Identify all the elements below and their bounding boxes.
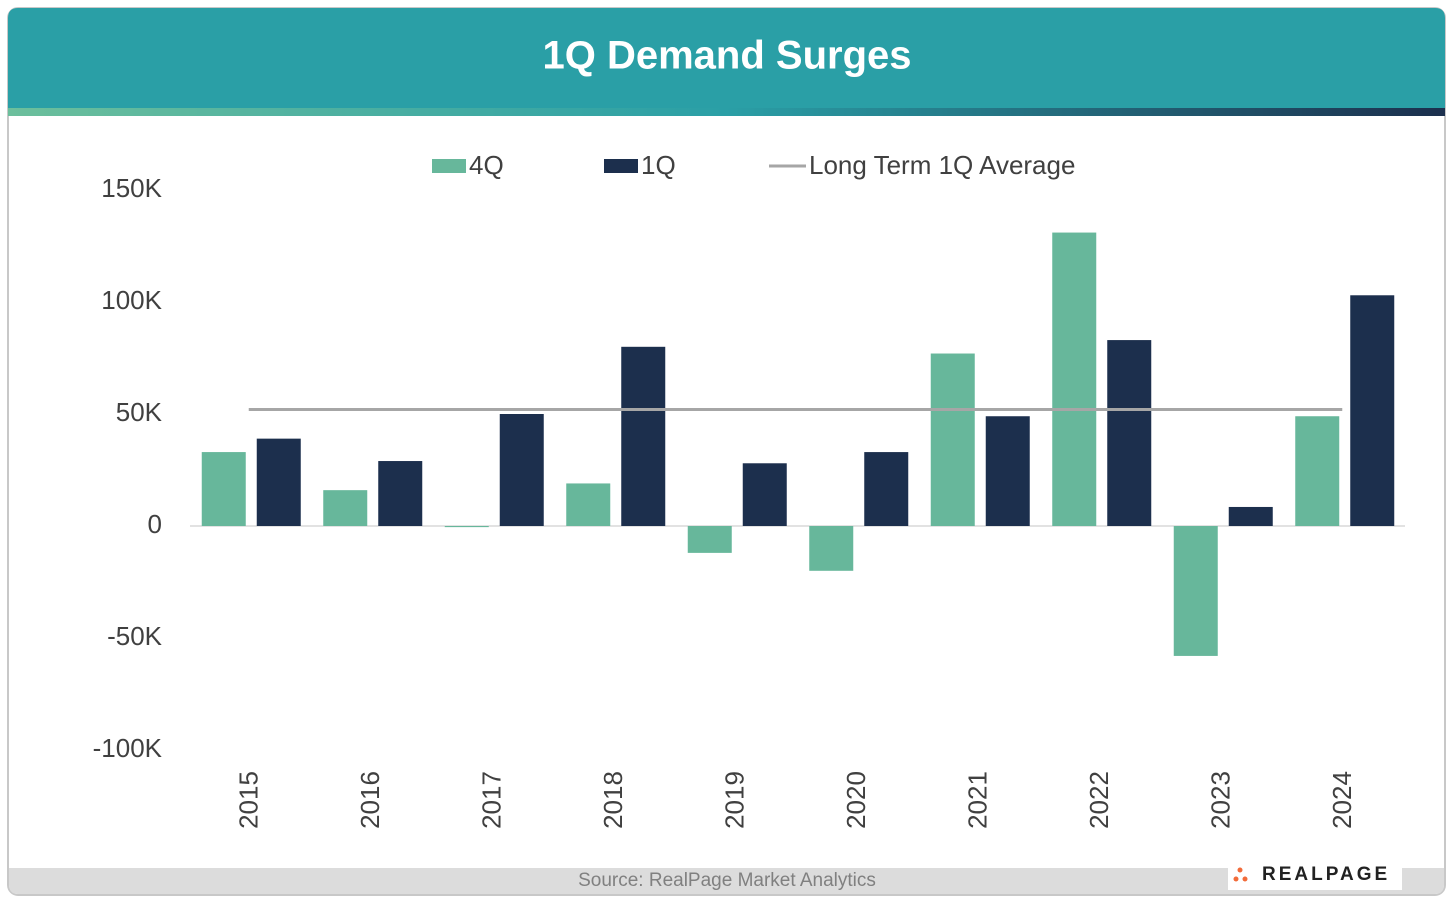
bar	[985, 416, 1030, 526]
x-tick-label: 2018	[598, 771, 628, 829]
bar	[256, 438, 301, 526]
y-tick-label: 150K	[101, 173, 162, 203]
header	[8, 8, 1445, 108]
x-tick-label: 2022	[1084, 771, 1114, 829]
x-tick-label: 2016	[355, 771, 385, 829]
bar	[1107, 340, 1152, 526]
bar	[378, 461, 423, 526]
legend-label: 1Q	[641, 150, 676, 180]
x-tick-label: 2023	[1206, 771, 1236, 829]
logo-dot	[1233, 876, 1239, 882]
header-strip	[8, 108, 1445, 116]
y-tick-label: 0	[148, 509, 162, 539]
bar	[809, 526, 854, 571]
bar	[201, 452, 246, 526]
logo-box	[1228, 860, 1402, 890]
y-tick-label: 100K	[101, 285, 162, 315]
logo-dot	[1242, 876, 1248, 882]
x-tick-label: 2021	[963, 771, 993, 829]
bar	[1052, 232, 1097, 526]
bar	[1173, 526, 1218, 656]
y-tick-label: -100K	[93, 733, 163, 763]
bar	[1295, 416, 1340, 526]
legend-label: Long Term 1Q Average	[809, 150, 1075, 180]
bar	[687, 526, 732, 553]
bar	[621, 346, 666, 526]
legend-label: 4Q	[469, 150, 504, 180]
logo: REALPAGE	[1262, 864, 1390, 885]
legend-swatch	[432, 159, 466, 173]
bar	[566, 483, 611, 526]
card	[7, 7, 1446, 896]
x-tick-label: 2019	[720, 771, 750, 829]
bar	[499, 414, 544, 526]
logo-dot	[1237, 867, 1243, 873]
bar	[930, 353, 975, 526]
bar	[1228, 506, 1273, 526]
x-tick-label: 2024	[1327, 771, 1357, 829]
bar	[444, 526, 489, 528]
x-tick-label: 2015	[234, 771, 264, 829]
y-tick-label: 50K	[116, 397, 163, 427]
x-tick-label: 2017	[477, 771, 507, 829]
bar	[323, 490, 368, 526]
legend-swatch	[604, 159, 638, 173]
bar	[742, 463, 787, 526]
bar	[1350, 295, 1395, 526]
footer-bar	[9, 868, 1444, 894]
x-tick-label: 2020	[841, 771, 871, 829]
source: Source: RealPage Market Analytics	[578, 870, 876, 891]
bar	[864, 452, 909, 526]
chart-title: 1Q Demand Surges	[542, 34, 911, 78]
y-tick-label: -50K	[107, 621, 163, 651]
